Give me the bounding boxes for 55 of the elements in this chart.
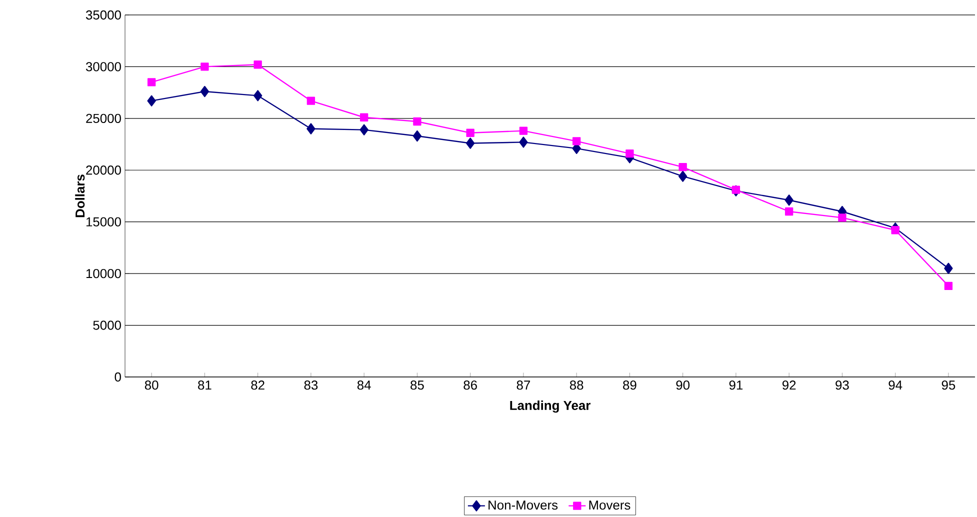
y-tick-label: 25000 [86,114,121,123]
x-tick-label: 87 [516,380,530,390]
y-tick-label: 35000 [86,10,121,20]
point [200,86,210,98]
point [306,96,316,105]
point [466,128,474,137]
x-tick-label: 83 [304,380,318,390]
point [732,186,740,194]
point [147,95,156,106]
x-tick-label: 84 [357,380,371,390]
point [784,194,794,206]
point [519,126,528,135]
x-tick-label: 80 [144,380,158,390]
point [254,60,262,69]
y-tick-label: 30000 [86,62,121,72]
x-tick-label: 91 [729,380,743,390]
x-tick-label: 89 [623,380,636,390]
point [678,162,687,172]
point [838,214,846,222]
point [253,90,262,102]
point [944,262,953,274]
x-tick-label: 86 [464,380,477,390]
y-tick-label: 5000 [93,320,121,330]
x-tick-label: 94 [888,380,902,390]
point [466,138,475,149]
point [944,282,953,290]
y-tick-label: 20000 [86,166,121,175]
point [360,124,368,136]
x-tick-label: 92 [782,380,796,390]
point [891,226,900,234]
y-tick-label: 15000 [86,217,121,226]
x-tick-label: 85 [410,380,424,390]
point [519,136,528,148]
x-tick-label: 88 [570,380,584,390]
legend-label: Movers [589,500,630,510]
x-tick-label: 81 [198,380,212,390]
point [412,130,422,142]
legend-label: Non-Movers [488,500,558,510]
point [626,149,634,158]
point [784,207,794,216]
point [572,137,581,146]
point [413,117,422,126]
point [147,78,156,86]
point [360,113,368,122]
point [678,170,688,182]
x-tick-label: 95 [942,380,956,390]
point [200,62,209,71]
x-tick-label: 82 [251,380,264,390]
y-tick-label: 10000 [86,268,121,278]
point [306,123,316,134]
x-tick-label: 93 [836,380,849,390]
x-axis-title: Landing Year [510,400,590,413]
x-tick-label: 90 [676,380,690,390]
y-axis-title: Dollars [75,174,85,218]
y-tick-label: 0 [114,372,121,382]
